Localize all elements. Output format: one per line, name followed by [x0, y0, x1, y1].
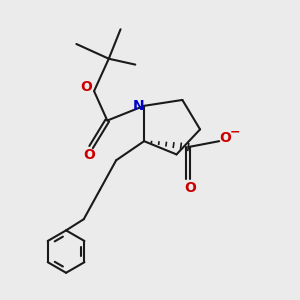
Text: O: O: [219, 131, 231, 145]
Text: O: O: [80, 80, 92, 94]
Text: O: O: [84, 148, 96, 162]
Text: −: −: [230, 126, 241, 139]
Text: O: O: [184, 181, 196, 195]
Text: N: N: [133, 99, 145, 113]
